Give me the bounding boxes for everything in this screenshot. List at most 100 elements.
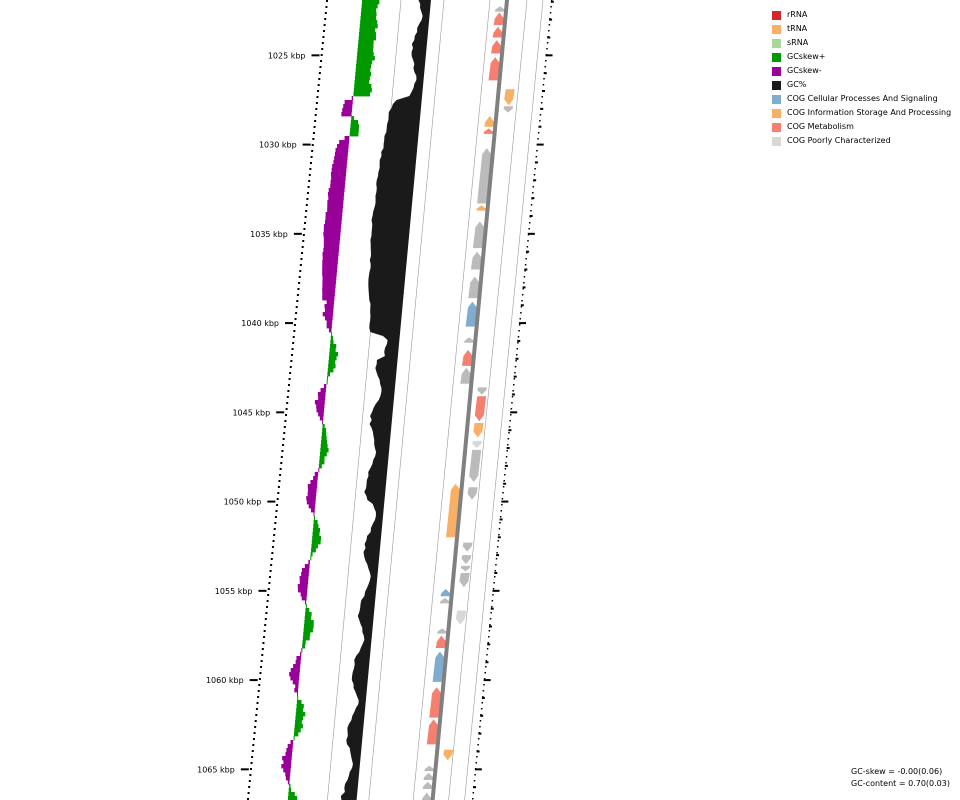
ring-lines xyxy=(327,0,544,800)
outer-tick xyxy=(526,250,530,253)
outer-dot xyxy=(516,348,519,350)
outer-dot xyxy=(477,738,480,740)
gc-skew-minus-bar xyxy=(319,416,324,421)
gc-skew-plus-bar xyxy=(322,428,327,433)
outer-tick xyxy=(501,500,509,503)
major-tick xyxy=(285,322,294,325)
ruler-dot xyxy=(295,306,298,308)
gc-skew-plus-bar xyxy=(355,68,371,73)
ring-line xyxy=(412,0,491,800)
gc-skew-minus-bar xyxy=(287,744,293,749)
outer-dot xyxy=(510,408,513,410)
outer-dot xyxy=(548,30,550,32)
legend-swatch xyxy=(772,38,781,48)
outer-dot xyxy=(479,720,482,722)
legend-item: tRNA xyxy=(772,22,951,36)
gc-skew-minus-bar xyxy=(322,420,324,425)
ruler-dot xyxy=(320,54,323,56)
gc-skew-plus-bar xyxy=(303,632,311,637)
outer-dot xyxy=(515,354,518,356)
outer-tick xyxy=(497,536,501,539)
legend-swatch xyxy=(772,80,781,90)
ruler-dot xyxy=(319,66,322,68)
gene-feature-cog-poor xyxy=(422,792,432,800)
outer-dot xyxy=(512,390,514,392)
outer-dot xyxy=(474,774,476,776)
outer-dot xyxy=(523,276,526,278)
gc-skew-minus-bar xyxy=(318,412,324,417)
ruler-dot xyxy=(268,576,271,578)
ruler-dot xyxy=(254,720,257,722)
ruler-dot xyxy=(279,468,282,470)
outer-dot xyxy=(524,270,526,272)
ruler-dot xyxy=(280,462,283,464)
ruler-dot xyxy=(306,198,309,200)
gene-feature-trna xyxy=(443,749,454,761)
gc-skew-plus-bar xyxy=(321,432,327,437)
ruler-dot xyxy=(279,474,282,476)
gc-skew-plus-bar xyxy=(296,700,302,705)
outer-dot xyxy=(535,156,538,158)
gc-skew-minus-bar xyxy=(293,664,301,669)
outer-tick xyxy=(492,589,500,592)
gc-skew-minus-bar xyxy=(351,96,354,101)
gc-skew-minus-bar xyxy=(322,272,337,277)
ruler-dot xyxy=(317,84,320,86)
outer-dot xyxy=(499,516,502,518)
outer-dot xyxy=(534,168,536,170)
outer-tick xyxy=(513,375,517,378)
gc-skew-minus-bar xyxy=(300,652,302,657)
ruler-dot xyxy=(298,282,301,284)
gc-skew-plus-bar xyxy=(322,424,325,429)
gc-skew-plus-bar xyxy=(356,60,373,65)
outer-dot xyxy=(507,438,510,440)
gc-skew-minus-bar xyxy=(310,480,318,485)
gc-skew-plus-bar xyxy=(354,76,370,81)
outer-dot xyxy=(483,684,485,686)
ruler-dot xyxy=(261,654,264,656)
gene-feature-cog-poor_light xyxy=(455,610,467,625)
ruler-dot xyxy=(304,222,307,224)
ruler-dot xyxy=(286,402,289,404)
gc-skew-plus-bar xyxy=(353,92,371,97)
gc-skew-minus-bar xyxy=(304,564,310,569)
gc-skew-minus-bar xyxy=(335,148,349,153)
outer-tick xyxy=(536,143,544,146)
gene-feature-trna xyxy=(473,423,484,438)
gene-feature-trna xyxy=(504,89,515,106)
outer-dot xyxy=(532,186,535,188)
ruler-dot xyxy=(267,588,270,590)
legend-item: GC% xyxy=(772,78,951,92)
gene-feature-cog-metabolism xyxy=(483,128,494,134)
ruler-dot xyxy=(252,744,255,746)
ruler-dot xyxy=(282,444,285,446)
outer-dot xyxy=(500,510,503,512)
outer-dot xyxy=(514,372,516,374)
tick-label: 1030 kbp xyxy=(259,141,297,150)
tick-label: 1045 kbp xyxy=(232,408,270,417)
ring-line xyxy=(368,0,445,800)
gc-skew-plus-bar xyxy=(302,640,306,645)
outer-dot xyxy=(543,78,545,80)
legend-label: COG Cellular Processes And Signaling xyxy=(787,94,938,103)
outer-dot xyxy=(504,468,507,470)
gc-skew-plus-bar xyxy=(361,4,378,9)
ruler-dot xyxy=(307,186,310,188)
outer-tick xyxy=(517,339,521,342)
gc-skew-minus-bar xyxy=(282,756,292,761)
gc-skew-minus-bar xyxy=(296,656,301,661)
outer-tick xyxy=(483,679,491,682)
gene-feature-trna xyxy=(446,483,461,538)
outer-dot xyxy=(540,102,543,104)
gc-skew-plus-bar xyxy=(359,24,378,29)
outer-dot xyxy=(526,246,529,248)
ruler-dot xyxy=(292,342,295,344)
ruler-dot xyxy=(271,546,274,548)
outer-tick xyxy=(519,322,527,325)
outer-dot xyxy=(549,12,552,14)
gc-skew-plus-bar xyxy=(320,448,329,453)
gc-skew-plus-bar xyxy=(357,52,374,57)
gc-skew-stat: GC-skew = -0.00(0.06) xyxy=(851,767,943,776)
ruler-dot xyxy=(247,792,250,794)
ruler-dot xyxy=(299,264,302,266)
